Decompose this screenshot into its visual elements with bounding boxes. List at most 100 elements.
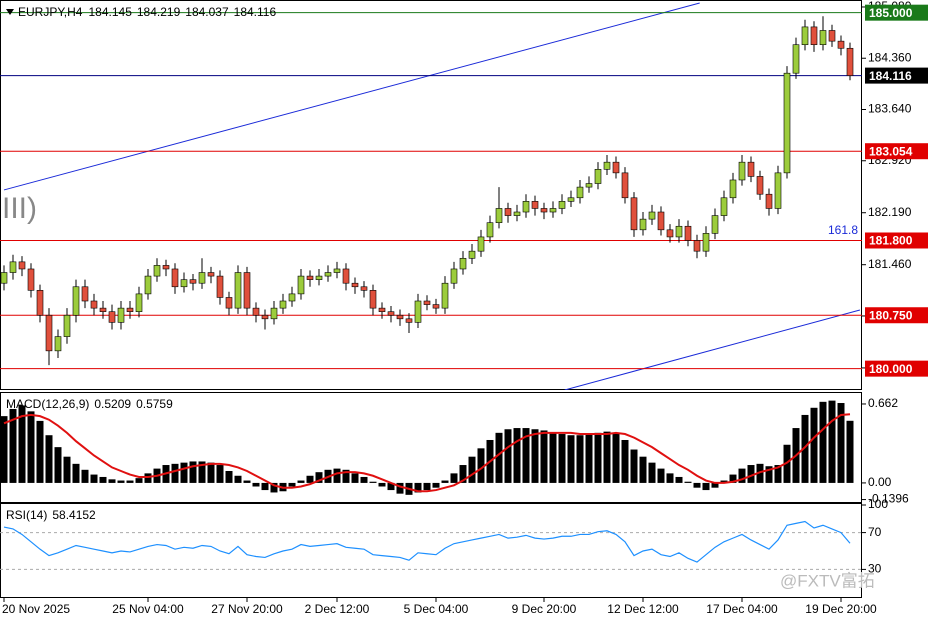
- level-box: [865, 67, 928, 84]
- macd-bar: [387, 482, 395, 491]
- x-tick-label: 27 Nov 20:00: [211, 602, 283, 616]
- candle-body: [63, 314, 71, 337]
- macd-bar: [135, 478, 143, 483]
- candle-body: [108, 311, 116, 323]
- macd-bar: [846, 420, 854, 483]
- candle-body: [270, 307, 278, 320]
- candle-body: [549, 208, 557, 213]
- wave-label: III): [2, 192, 37, 225]
- candle-body: [684, 225, 692, 241]
- candle-body: [765, 193, 773, 209]
- candle-body: [378, 307, 386, 312]
- main-panel: [0, 0, 862, 390]
- x-tick-label: 5 Dec 04:00: [404, 602, 469, 616]
- candle-body: [666, 229, 674, 238]
- fib-label: 161.8: [828, 223, 858, 237]
- macd-bar: [450, 473, 458, 483]
- macd-bar: [459, 465, 467, 483]
- macd-bar: [315, 472, 323, 483]
- candle-body: [396, 314, 404, 320]
- macd-bar: [369, 481, 377, 483]
- macd-bar: [567, 435, 575, 483]
- macd-bar: [711, 482, 719, 488]
- candle-body: [702, 233, 710, 252]
- candle-body: [9, 261, 17, 273]
- candle-body: [261, 314, 269, 320]
- candle-body: [432, 304, 440, 309]
- candle-body: [54, 336, 62, 352]
- trend-line: [3, 2, 700, 191]
- macd-name: MACD(12,26,9): [6, 397, 89, 411]
- x-tick-label: 25 Nov 04:00: [112, 602, 184, 616]
- candle-body: [225, 297, 233, 309]
- candle-body: [0, 272, 8, 284]
- macd-bar: [126, 480, 134, 483]
- macd-bar: [0, 416, 8, 483]
- macd-bar: [738, 468, 746, 483]
- rsi-name: RSI(14): [6, 508, 47, 522]
- y-tick-label: 181.460: [868, 257, 912, 271]
- y-tick-label: -0.1396: [868, 492, 909, 506]
- candle-body: [495, 208, 503, 223]
- macd-bar: [594, 432, 602, 483]
- macd-bar: [18, 405, 26, 483]
- level-box: [865, 232, 928, 249]
- candle-body: [558, 201, 566, 209]
- macd-bar: [801, 414, 809, 483]
- candle-body: [162, 265, 170, 270]
- macd-bar: [765, 466, 773, 483]
- y-tick-label: 0.662: [868, 396, 898, 410]
- macd-bar: [549, 432, 557, 483]
- main-plot: [0, 2, 862, 390]
- macd-bar: [522, 428, 530, 483]
- candle-body: [540, 208, 548, 213]
- macd-bar: [630, 449, 638, 483]
- candle-body: [252, 307, 260, 316]
- macd-plot: [0, 400, 854, 495]
- candle-body: [774, 172, 782, 209]
- macd-bar: [495, 432, 503, 483]
- macd-bar: [576, 435, 584, 483]
- x-tick-label: 2 Dec 12:00: [305, 602, 370, 616]
- candle-body: [198, 272, 206, 284]
- macd-bar: [729, 474, 737, 483]
- macd-bar: [612, 432, 620, 483]
- candle-body: [423, 300, 431, 305]
- macd-bar: [756, 463, 764, 483]
- macd-bar: [720, 480, 728, 483]
- macd-bar: [198, 461, 206, 483]
- level-box: [865, 143, 928, 160]
- macd-bar: [702, 482, 710, 491]
- macd-bar: [72, 463, 80, 483]
- macd-bar: [54, 447, 62, 483]
- y-tick-label: 182.190: [868, 205, 912, 219]
- candle-body: [216, 275, 224, 298]
- macd-bar: [540, 430, 548, 483]
- candle-body: [387, 311, 395, 316]
- candle-body: [711, 215, 719, 234]
- macd-bar: [108, 479, 116, 483]
- candle-body: [27, 268, 35, 291]
- candle-body: [621, 172, 629, 199]
- candle-body: [648, 211, 656, 220]
- macd-bar: [189, 461, 197, 483]
- y-tick-label: 30: [868, 562, 882, 576]
- macd-label: MACD(12,26,9) 0.5209 0.5759: [6, 397, 173, 411]
- candle-body: [603, 161, 611, 170]
- rsi-label: RSI(14) 58.4152: [6, 508, 96, 522]
- level-box: [865, 4, 928, 21]
- candle-body: [828, 30, 836, 42]
- candle-body: [810, 26, 818, 46]
- macd-bar: [675, 476, 683, 483]
- candle-body: [333, 268, 341, 273]
- rsi-line: [3, 520, 851, 563]
- high: 184.219: [137, 5, 181, 19]
- candle-body: [783, 72, 791, 174]
- rsi-value: 58.4152: [52, 508, 96, 522]
- candle-body: [720, 197, 728, 216]
- macd-bar: [144, 473, 152, 483]
- candle-body: [342, 268, 350, 284]
- candle-body: [801, 26, 809, 46]
- macd-bar: [639, 456, 647, 483]
- macd-bar: [693, 482, 701, 488]
